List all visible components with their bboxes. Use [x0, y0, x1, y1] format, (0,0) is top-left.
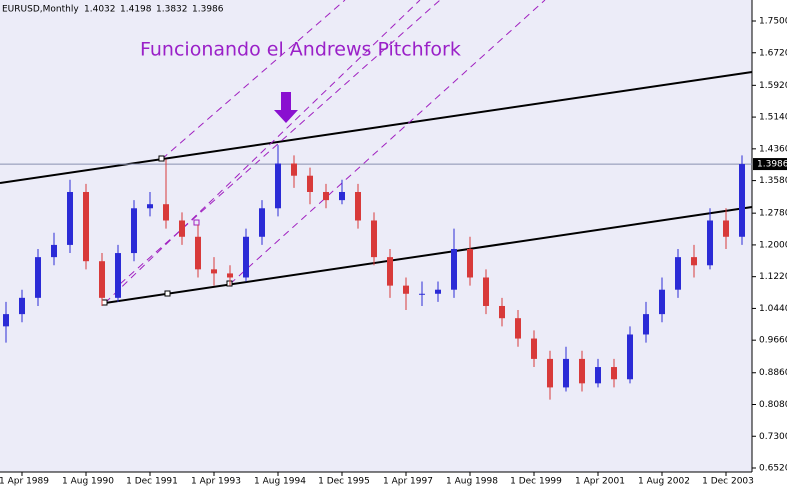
candle-body: [483, 277, 489, 306]
quote-value: 1.3832: [156, 5, 188, 15]
candle-body: [3, 314, 9, 327]
x-tick-label: 1 Apr 1997: [383, 477, 433, 487]
x-tick-label: 1 Dec 2003: [702, 477, 754, 487]
x-tick-label: 1 Dec 1991: [126, 477, 178, 487]
x-tick-label: 1 Aug 2002: [638, 477, 690, 487]
candle-body: [531, 338, 537, 359]
candle-body: [35, 257, 41, 298]
candle-body: [579, 358, 585, 384]
candle-body: [707, 220, 713, 266]
candle-body: [371, 220, 377, 258]
candle-body: [83, 191, 89, 262]
candle-body: [195, 236, 201, 270]
y-tick-label: 1.3580: [759, 176, 787, 186]
candle-body: [179, 220, 185, 237]
anchor: [193, 219, 200, 226]
anchor: [158, 155, 165, 162]
symbol: EURUSD,Monthly: [2, 5, 79, 15]
y-tick-label: 1.7500: [759, 17, 787, 27]
y-tick-label: 1.6720: [759, 48, 787, 58]
anchor: [164, 290, 171, 297]
candles: [3, 145, 745, 400]
quote-value: 1.4198: [120, 5, 152, 15]
price-label-box: [753, 158, 787, 171]
candle-body: [403, 285, 409, 294]
candle-body: [67, 191, 73, 245]
candle-body: [307, 175, 313, 192]
candle-body: [259, 208, 265, 237]
x-tick-label: 1 Apr 1993: [191, 477, 241, 487]
candle-body: [243, 236, 249, 278]
candle-body: [451, 248, 457, 290]
candle-body: [147, 204, 153, 209]
y-tick-label: 1.1220: [759, 272, 787, 282]
candle-body: [515, 318, 521, 339]
quote: 1.4032 1.4198 1.3832 1.3986: [84, 5, 224, 15]
y-tick-label: 1.2000: [759, 240, 787, 250]
chart-title: Funcionando el Andrews Pitchfork: [140, 39, 461, 61]
axis-layer: 1.7500 1.6720 1.5920 1.5140 1.4360 1.3580 1.27…: [0, 17, 787, 487]
price-label: 1.3986: [757, 160, 787, 170]
candle-body: [611, 367, 617, 380]
candle-body: [675, 257, 681, 290]
candle-body: [355, 191, 361, 221]
candle-body: [547, 358, 553, 388]
candle-body: [19, 297, 25, 315]
candle-body: [339, 191, 345, 201]
candle-body: [211, 269, 217, 274]
y-tick-label: 1.5140: [759, 113, 787, 123]
candle-body: [435, 289, 441, 294]
x-tick-label: 1 Aug 1994: [254, 477, 306, 487]
candle-body: [419, 293, 425, 295]
x-tick-label: 1 Apr 2001: [575, 477, 625, 487]
x-tick-label: 1 Aug 1998: [446, 477, 498, 487]
dashed-line: [229, 0, 546, 285]
candle-body: [275, 163, 281, 209]
candle-body: [227, 273, 233, 278]
candle-body: [739, 164, 745, 237]
candle-body: [691, 257, 697, 266]
y-tick-label: 1.5920: [759, 81, 787, 91]
y-tick-label: 1.4360: [759, 144, 787, 154]
y-tick-label: 1.2780: [759, 209, 787, 219]
candle-body: [643, 314, 649, 335]
x-tick-label: 1 Dec 1999: [510, 477, 562, 487]
candle-body: [163, 204, 169, 221]
x-tick-label: 1 Aug 1990: [62, 477, 114, 487]
arrow: [274, 92, 298, 123]
candle-body: [467, 248, 473, 278]
candle-body: [659, 289, 665, 315]
x-tick-label: 1 Dec 1995: [318, 477, 370, 487]
candle-body: [51, 244, 57, 258]
candle-body: [323, 191, 329, 201]
x-tick-label: 1 Apr 1989: [0, 477, 49, 487]
candle-body: [387, 257, 393, 286]
candle-body: [99, 261, 105, 298]
quote-value: 1.4032: [84, 5, 116, 15]
candle-body: [563, 358, 569, 388]
candle-body: [627, 334, 633, 380]
dashed-line: [104, 0, 421, 304]
candle-body: [131, 208, 137, 254]
candle-body: [115, 253, 121, 298]
anchor: [101, 299, 108, 306]
quote-value: 1.3986: [192, 5, 224, 15]
y-tick-label: 0.6520: [759, 464, 787, 474]
candle-body: [499, 305, 505, 319]
candle-body: [723, 220, 729, 237]
candle-body: [595, 367, 601, 384]
lower-line: [104, 206, 753, 304]
dashed-line: [161, 0, 346, 160]
candle-body: [291, 163, 297, 176]
